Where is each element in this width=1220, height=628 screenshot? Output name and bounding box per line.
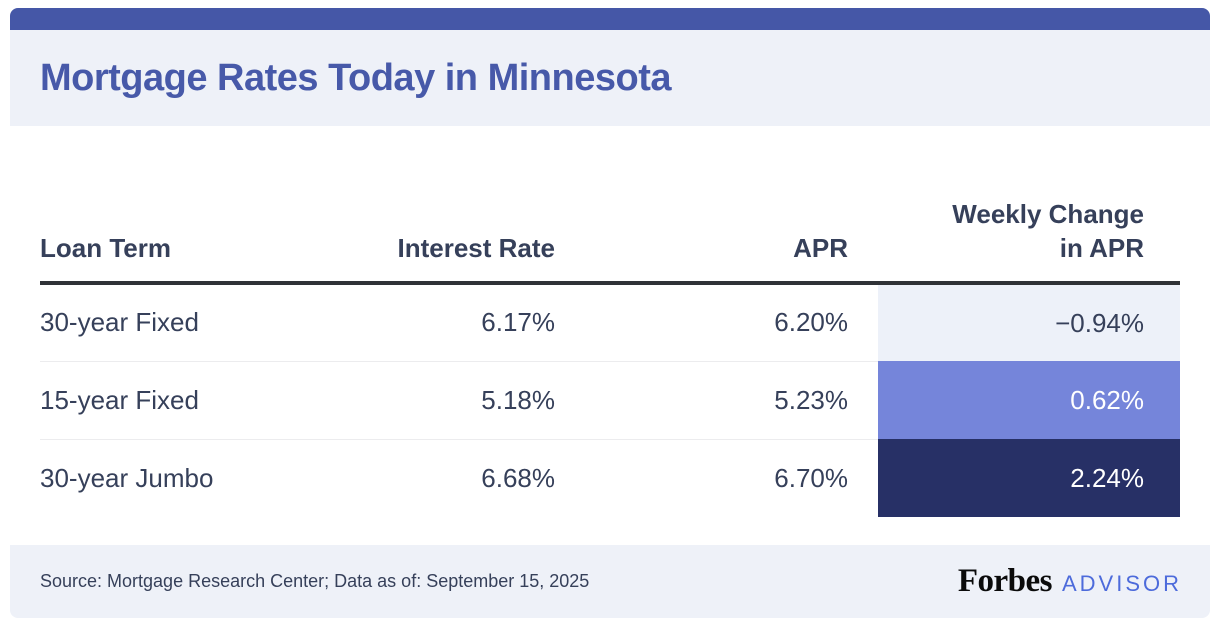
- interest-rate-cell: 6.68%: [481, 462, 555, 493]
- advisor-label: ADVISOR: [1061, 571, 1182, 596]
- interest-rate-cell: 6.17%: [290, 283, 555, 362]
- source-text: Source: Mortgage Research Center; Data a…: [40, 571, 590, 591]
- top-accent-bar: [10, 8, 1210, 30]
- table-row: 30-year Fixed 6.17% 6.20% −0.94%: [40, 283, 1180, 362]
- table-row: 30-year Jumbo 6.68% 6.70% 2.24%: [40, 439, 1180, 517]
- loan-term-cell: 30-year Jumbo: [40, 462, 214, 493]
- weekly-change-cell: 0.62%: [878, 361, 1180, 439]
- column-header-apr: APR: [555, 126, 878, 285]
- title-panel: Mortgage Rates Today in Minnesota: [10, 30, 1210, 126]
- column-header-interest-rate: Interest Rate: [290, 126, 555, 285]
- page-title: Mortgage Rates Today in Minnesota: [40, 56, 671, 99]
- forbes-advisor-logo: Forbes ADVISOR: [958, 563, 1182, 600]
- table-row: 15-year Fixed 5.18% 5.23% 0.62%: [40, 361, 1180, 440]
- table-header-row: Loan Term Interest Rate APR Weekly Chang…: [40, 126, 1180, 285]
- forbes-wordmark: Forbes: [957, 563, 1053, 599]
- loan-term-cell: 15-year Fixed: [40, 361, 290, 440]
- loan-term-cell: 30-year Fixed: [40, 283, 290, 362]
- footer-panel: Source: Mortgage Research Center; Data a…: [10, 545, 1210, 618]
- apr-cell: 5.23%: [555, 361, 878, 440]
- interest-rate-cell: 5.18%: [290, 361, 555, 440]
- mortgage-rates-table: Loan Term Interest Rate APR Weekly Chang…: [40, 126, 1180, 517]
- table-area: Loan Term Interest Rate APR Weekly Chang…: [10, 126, 1210, 517]
- apr-cell: 6.20%: [555, 283, 878, 362]
- column-header-loan-term: Loan Term: [40, 126, 290, 285]
- weekly-change-line2: in APR: [1059, 233, 1144, 264]
- column-header-weekly-change: Weekly Change in APR: [878, 126, 1180, 285]
- apr-cell: 6.70%: [774, 462, 848, 493]
- weekly-change-cell: 2.24%: [878, 439, 1180, 517]
- weekly-change-line1: Weekly Change: [952, 199, 1144, 230]
- rates-card: Mortgage Rates Today in Minnesota Loan T…: [10, 8, 1210, 618]
- weekly-change-cell: −0.94%: [878, 283, 1180, 361]
